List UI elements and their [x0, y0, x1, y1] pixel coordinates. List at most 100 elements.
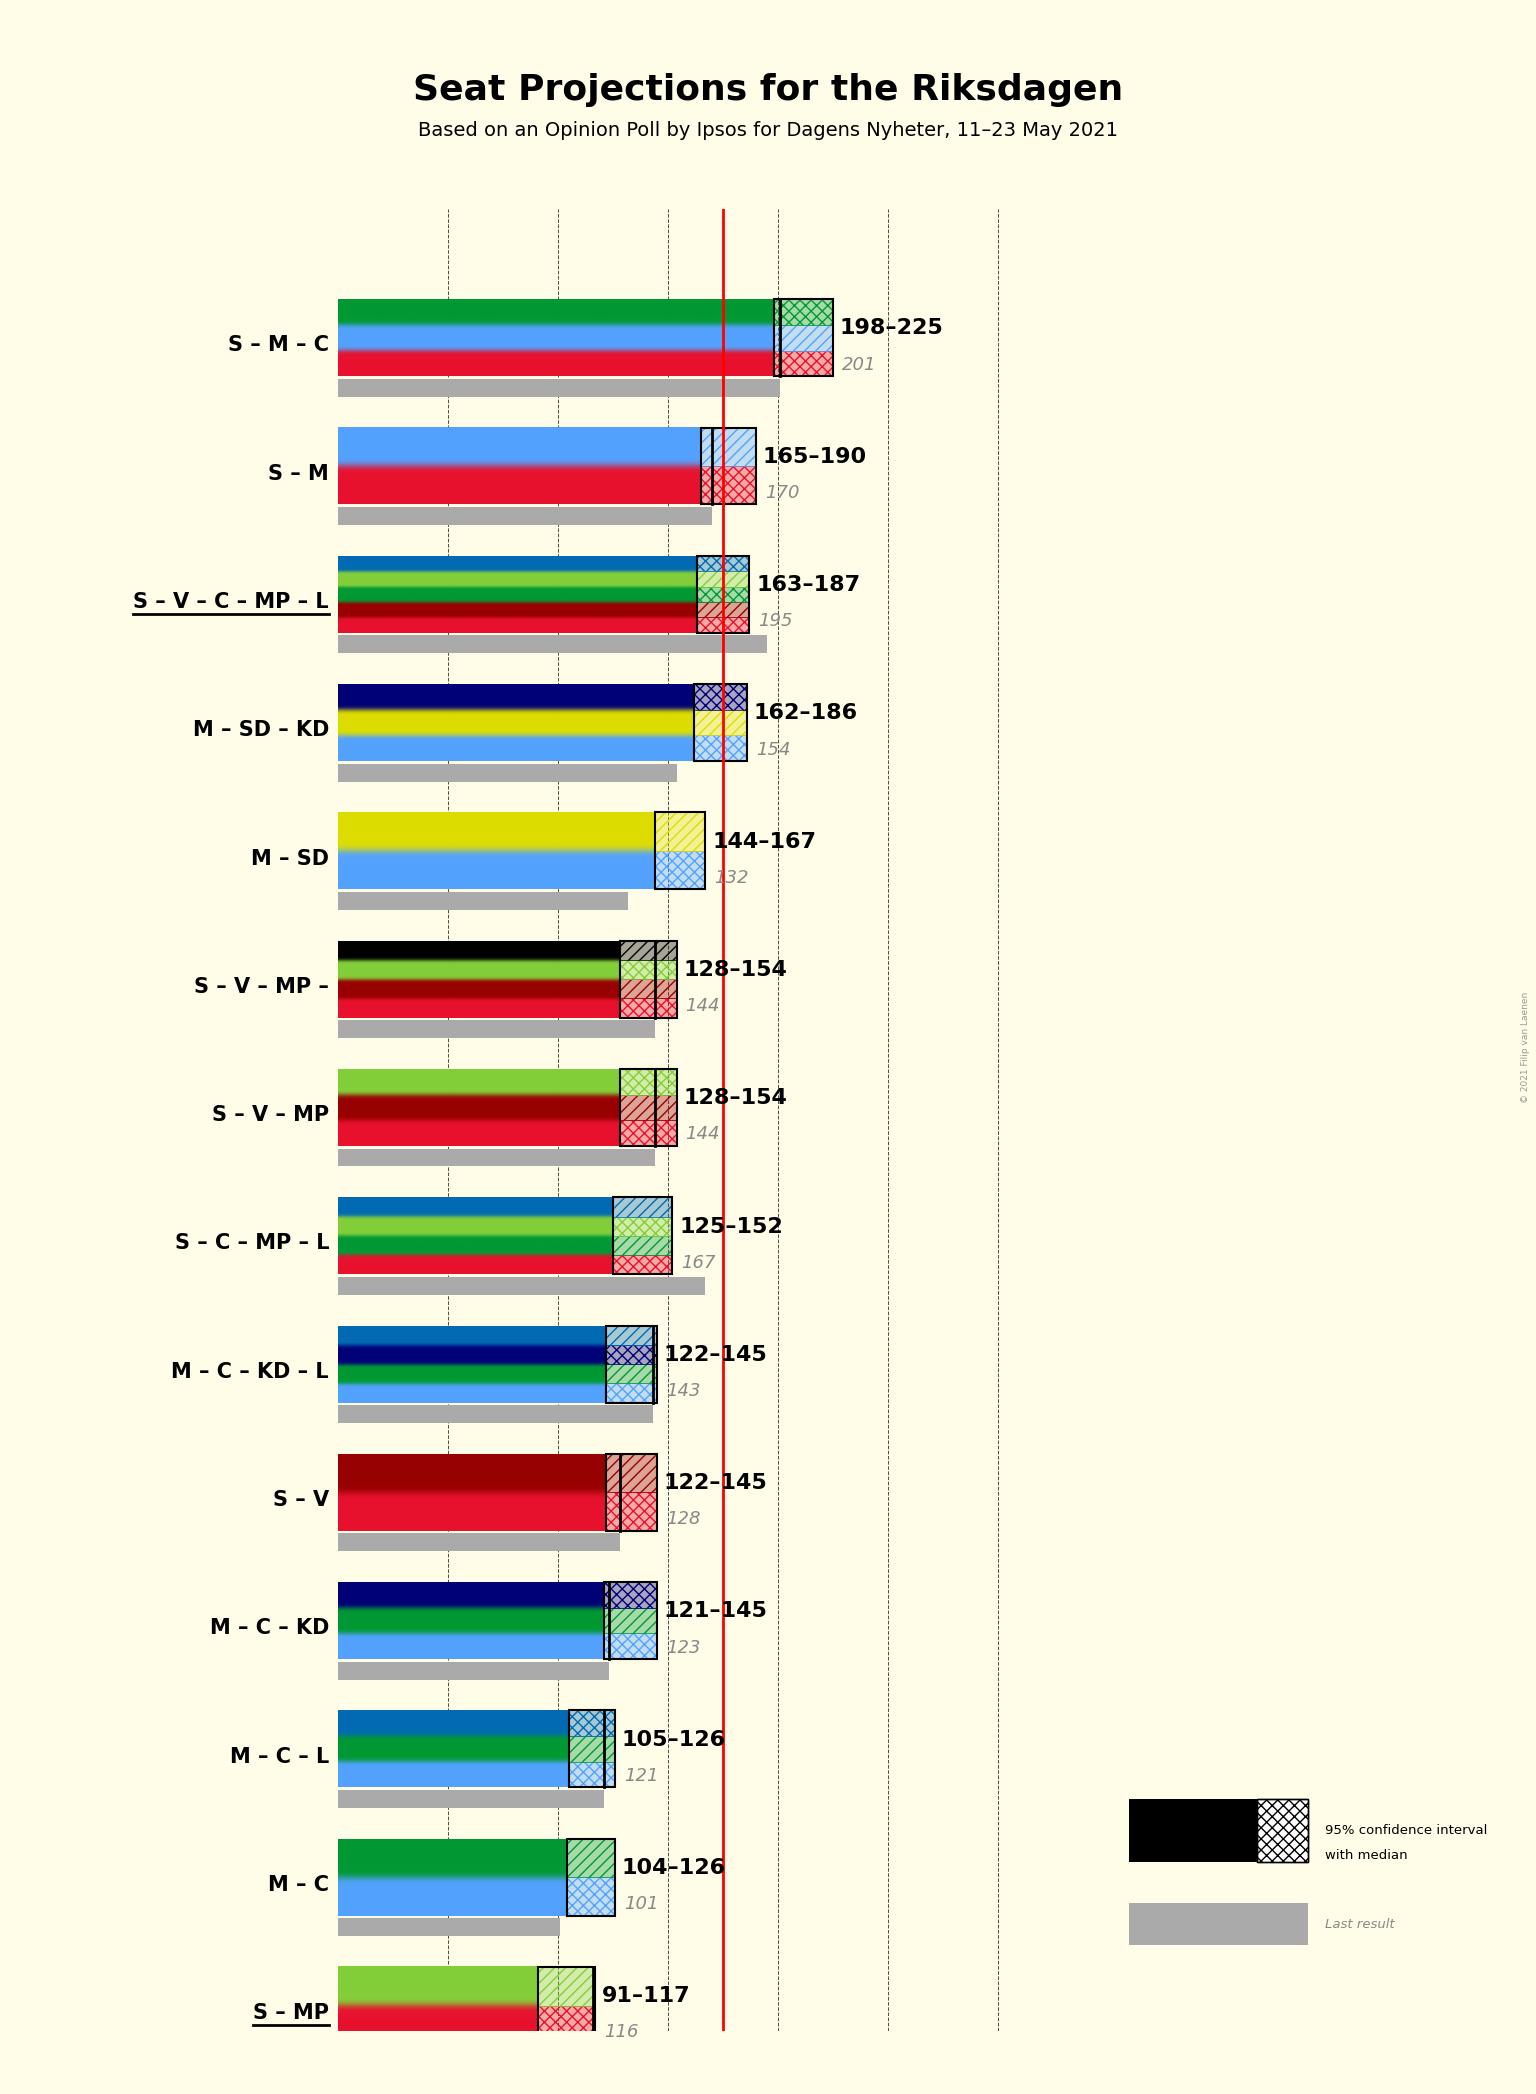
Bar: [607, 1363, 657, 1384]
Text: 95% confidence interval: 95% confidence interval: [1326, 1824, 1487, 1836]
Bar: [613, 1254, 673, 1275]
Text: S – C – MP – L: S – C – MP – L: [175, 1233, 329, 1254]
Bar: [567, 1876, 616, 1916]
Text: 165–190: 165–190: [763, 446, 866, 467]
Bar: [697, 555, 750, 632]
Bar: [774, 350, 833, 377]
Bar: [607, 1344, 657, 1363]
Bar: [697, 586, 750, 601]
Text: S – V – C – MP – L: S – V – C – MP – L: [134, 593, 329, 611]
Text: Based on an Opinion Poll by Ipsos for Dagens Nyheter, 11–23 May 2021: Based on an Opinion Poll by Ipsos for Da…: [418, 121, 1118, 140]
Bar: [604, 1583, 657, 1658]
Bar: [568, 1736, 616, 1761]
Text: S – M – C: S – M – C: [229, 335, 329, 356]
Bar: [567, 1839, 616, 1876]
Text: 101: 101: [624, 1895, 659, 1914]
Text: 128–154: 128–154: [684, 1089, 788, 1108]
Bar: [774, 325, 833, 350]
Bar: [604, 1608, 657, 1633]
Bar: [607, 1453, 657, 1531]
Text: 154: 154: [756, 741, 791, 758]
Bar: [694, 735, 746, 760]
Bar: [338, 379, 780, 396]
Bar: [694, 735, 746, 760]
Bar: [694, 685, 746, 710]
Bar: [613, 1235, 673, 1254]
Bar: [694, 685, 746, 760]
Bar: [607, 1344, 657, 1363]
Bar: [338, 507, 713, 526]
Bar: [697, 555, 750, 572]
Text: 132: 132: [714, 869, 748, 888]
Bar: [338, 1790, 604, 1807]
Bar: [619, 980, 677, 999]
Text: © 2021 Filip van Laenen: © 2021 Filip van Laenen: [1521, 990, 1530, 1104]
Bar: [694, 710, 746, 735]
Bar: [619, 1095, 677, 1120]
Bar: [697, 555, 750, 572]
Bar: [338, 1918, 561, 1937]
Bar: [619, 959, 677, 980]
Bar: [654, 850, 705, 890]
Bar: [613, 1198, 673, 1217]
Bar: [1258, 1799, 1309, 1862]
Text: M – C – KD – L: M – C – KD – L: [172, 1361, 329, 1382]
Bar: [619, 1068, 677, 1095]
Bar: [1129, 1903, 1309, 1945]
Text: 91–117: 91–117: [602, 1987, 691, 2006]
Bar: [604, 1633, 657, 1658]
Text: 121: 121: [624, 1767, 659, 1784]
Text: 104–126: 104–126: [622, 1857, 727, 1878]
Bar: [619, 940, 677, 959]
Bar: [607, 1384, 657, 1403]
Bar: [568, 1711, 616, 1736]
Bar: [607, 1326, 657, 1344]
Bar: [619, 980, 677, 999]
Bar: [607, 1326, 657, 1403]
Bar: [619, 1068, 677, 1095]
Bar: [774, 299, 833, 325]
Bar: [697, 601, 750, 618]
Bar: [619, 999, 677, 1018]
Bar: [338, 1277, 705, 1294]
Bar: [607, 1326, 657, 1344]
Bar: [1129, 1799, 1258, 1862]
Text: 163–187: 163–187: [756, 576, 860, 595]
Text: 123: 123: [665, 1640, 700, 1656]
Bar: [538, 1966, 596, 2006]
Text: 144: 144: [685, 1124, 720, 1143]
Text: M – C: M – C: [269, 1874, 329, 1895]
Bar: [654, 812, 705, 850]
Bar: [700, 427, 756, 505]
Text: S – V: S – V: [273, 1491, 329, 1510]
Bar: [613, 1254, 673, 1275]
Bar: [774, 325, 833, 350]
Bar: [338, 764, 677, 781]
Bar: [619, 1120, 677, 1145]
Text: 105–126: 105–126: [622, 1730, 727, 1751]
Text: 195: 195: [759, 611, 793, 630]
Bar: [619, 1095, 677, 1120]
Bar: [338, 1020, 654, 1039]
Bar: [694, 685, 746, 710]
Text: Last result: Last result: [1326, 1918, 1395, 1931]
Text: 167: 167: [680, 1254, 716, 1271]
Bar: [604, 1583, 657, 1608]
Bar: [774, 299, 833, 325]
Bar: [619, 959, 677, 980]
Bar: [619, 1120, 677, 1145]
Bar: [697, 601, 750, 618]
Bar: [774, 350, 833, 377]
Bar: [538, 1966, 596, 2044]
Text: S – V – MP: S – V – MP: [212, 1106, 329, 1124]
Bar: [1258, 1799, 1309, 1862]
Bar: [567, 1876, 616, 1916]
Text: M – C – L: M – C – L: [230, 1746, 329, 1767]
Bar: [697, 618, 750, 632]
Bar: [700, 427, 756, 467]
Text: with median: with median: [1326, 1849, 1407, 1862]
Text: Seat Projections for the Riksdagen: Seat Projections for the Riksdagen: [413, 73, 1123, 107]
Bar: [619, 940, 677, 959]
Text: 128–154: 128–154: [684, 959, 788, 980]
Bar: [604, 1608, 657, 1633]
